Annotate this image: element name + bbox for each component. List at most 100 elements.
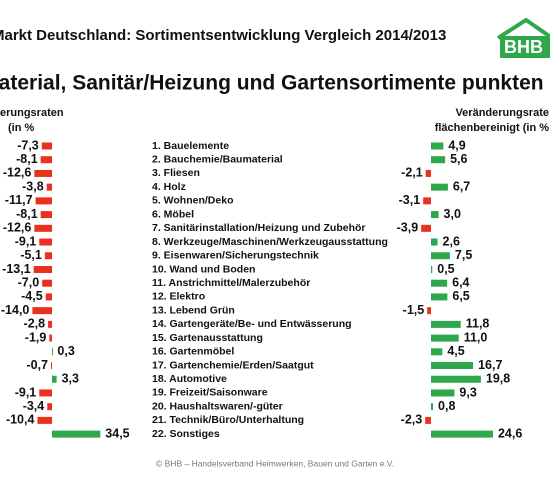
bar [41, 142, 52, 150]
bar [423, 197, 431, 205]
bar [431, 389, 455, 397]
bar [427, 307, 431, 315]
value-label: 3,3 [62, 372, 79, 386]
logo-text: BHB [504, 37, 543, 57]
category-label: 3. Fliesen [152, 167, 200, 179]
value-label: 34,5 [105, 426, 129, 440]
value-label: -9,1 [15, 234, 37, 248]
bar [49, 334, 52, 342]
value-label: -8,1 [16, 152, 38, 166]
bar [431, 211, 439, 219]
category-label: 4. Holz [152, 181, 186, 193]
category-label: 5. Wohnen/Deko [152, 195, 233, 207]
category-label: 10. Wand und Boden [152, 263, 255, 275]
value-label: -10,4 [6, 413, 35, 427]
category-label: 14. Gartengeräte/Be- und Entwässerung [152, 318, 352, 330]
value-label: -13,1 [2, 262, 31, 276]
bar [34, 169, 52, 177]
category-label: 22. Sonstiges [152, 428, 220, 440]
category-label: 15. Gartenausstattung [152, 332, 263, 344]
value-label: 2,6 [443, 234, 460, 248]
axis-title: (in % [8, 122, 34, 134]
value-label: 5,6 [450, 152, 467, 166]
bar [35, 197, 52, 205]
bar [40, 156, 52, 164]
category-label: 11. Anstrichmittel/Malerzubehör [152, 277, 310, 289]
value-label: 11,8 [466, 317, 490, 331]
bar [52, 348, 53, 356]
value-label: 7,5 [455, 248, 472, 262]
value-label: 3,0 [444, 207, 461, 221]
bar [425, 416, 431, 424]
bar [33, 265, 52, 273]
value-label: -12,6 [3, 221, 32, 235]
value-label: 11,0 [464, 330, 488, 344]
value-label: -3,8 [22, 179, 44, 193]
value-label: -7,0 [18, 275, 40, 289]
value-label: -3,9 [397, 221, 419, 235]
category-label: 13. Lebend Grün [152, 304, 235, 316]
category-label: 21. Technik/Büro/Unterhaltung [152, 414, 304, 426]
bar [431, 142, 444, 150]
value-label: 6,4 [452, 275, 469, 289]
value-label: 0,3 [57, 344, 74, 358]
value-label: -2,3 [401, 413, 423, 427]
axis-title: Veränderungsrate [455, 107, 549, 119]
value-label: -1,9 [25, 330, 47, 344]
category-label: 2. Bauchemie/Baumaterial [152, 154, 283, 166]
value-label: -11,7 [5, 193, 33, 207]
bar [47, 403, 52, 411]
bar [32, 307, 52, 315]
bar [431, 238, 438, 246]
category-label: 16. Gartenmöbel [152, 346, 234, 358]
value-label: 19,8 [486, 372, 510, 386]
bar [421, 224, 431, 232]
bar [431, 348, 443, 356]
bar [40, 211, 52, 219]
bar [39, 238, 52, 246]
value-label: 4,5 [447, 344, 464, 358]
value-label: -5,1 [20, 248, 42, 262]
bar [425, 169, 431, 177]
category-label: 8. Werkzeuge/Maschinen/Werkzeugausstattu… [152, 236, 388, 248]
value-label: -1,5 [403, 303, 425, 317]
value-label: -9,1 [15, 385, 37, 399]
value-label: 6,5 [452, 289, 469, 303]
bar [431, 252, 450, 260]
value-label: -3,1 [399, 193, 421, 207]
bar [431, 156, 446, 164]
category-label: 20. Haushaltswaren/-güter [152, 400, 283, 412]
axis-title: flächenbereinigt (in % [435, 122, 550, 134]
value-label: 0,8 [438, 399, 455, 413]
bar [46, 183, 52, 191]
bar [431, 279, 448, 287]
value-label: -8,1 [16, 207, 38, 221]
category-label: 17. Gartenchemie/Erden/Saatgut [152, 359, 314, 371]
category-label: 19. Freizeit/Saisonware [152, 387, 268, 399]
value-label: -14,0 [1, 303, 30, 317]
bar [44, 252, 52, 260]
value-label: -4,5 [21, 289, 43, 303]
value-label: -3,4 [23, 399, 45, 413]
bar [431, 265, 433, 273]
category-label: 6. Möbel [152, 208, 194, 220]
value-label: -7,3 [17, 138, 39, 152]
bar [431, 334, 459, 342]
bar [431, 403, 434, 411]
value-label: -0,7 [26, 358, 48, 372]
bar [39, 389, 52, 397]
bar [48, 320, 52, 328]
value-label: 6,7 [453, 179, 470, 193]
bar [52, 375, 57, 383]
value-label: -2,8 [24, 317, 46, 331]
bar [431, 362, 474, 370]
footer: © BHB – Handelsverband Heimwerken, Bauen… [156, 458, 394, 468]
category-label: 18. Automotive [152, 373, 227, 385]
bar [431, 375, 481, 383]
value-label: -2,1 [401, 166, 423, 180]
bar [431, 320, 461, 328]
bar [431, 430, 493, 438]
value-label: -12,6 [3, 166, 32, 180]
value-label: 0,5 [437, 262, 454, 276]
